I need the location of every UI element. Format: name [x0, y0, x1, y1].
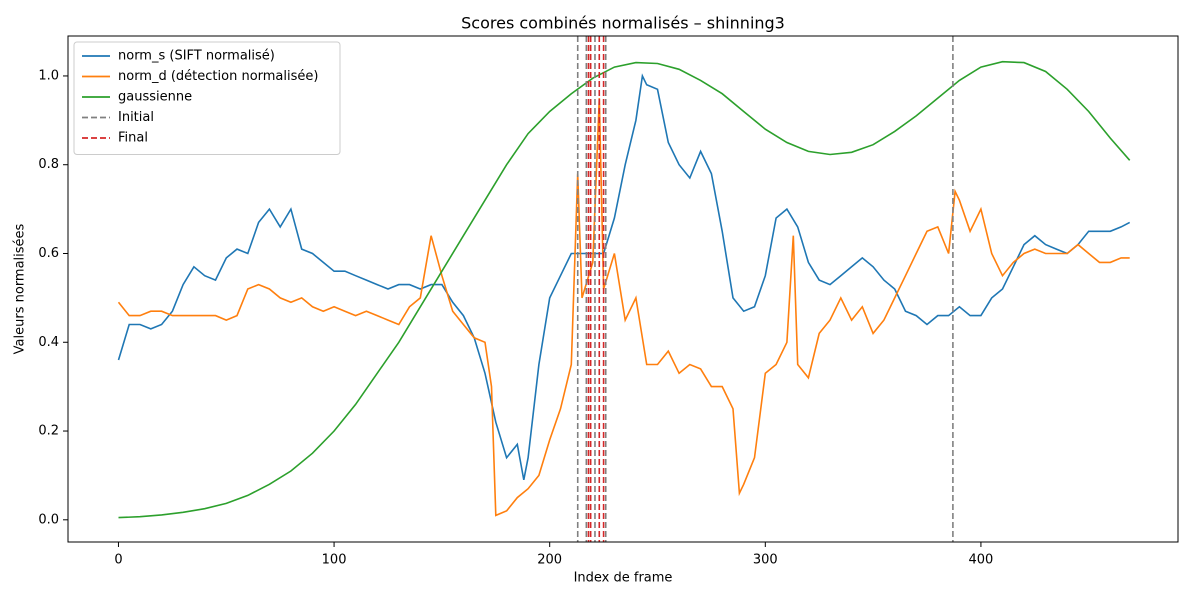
line [117, 98, 1130, 517]
y-tick-label: 0.0 [38, 512, 59, 527]
y-tick-label: 0.2 [38, 424, 59, 439]
legend: norm_s (SIFT normalisé) norm_d (détection… [73, 41, 341, 155]
line [118, 60, 1131, 519]
y-tick-label: 0.8 [38, 157, 59, 172]
line [117, 73, 1131, 481]
y-tick-label: 0.6 [38, 246, 59, 261]
x-tick-label: 200 [537, 553, 562, 568]
x-tick-label: 300 [753, 553, 778, 568]
x-tick-label: 100 [322, 553, 347, 568]
legend-label: norm_s (SIFT normalisé) [118, 49, 275, 64]
legend-label: gaussienne [118, 90, 192, 105]
plot-frame [67, 35, 1179, 543]
x-tick-label: 400 [969, 553, 994, 568]
legend-label: norm_d (détection normalisée) [118, 69, 318, 84]
y-tick-label: 1.0 [38, 68, 59, 83]
legend-label: Final [118, 131, 148, 146]
y-axis-label: Valeurs normalisées [13, 223, 28, 354]
y-tick-label: 0.4 [38, 335, 59, 350]
legend-label: Initial [118, 110, 154, 125]
x-tick-label: 0 [114, 553, 122, 568]
legend-box [73, 41, 341, 155]
x-axis-label: Index de frame [574, 571, 673, 586]
chart-title: Scores combinés normalisés – shinning3 [461, 14, 785, 33]
